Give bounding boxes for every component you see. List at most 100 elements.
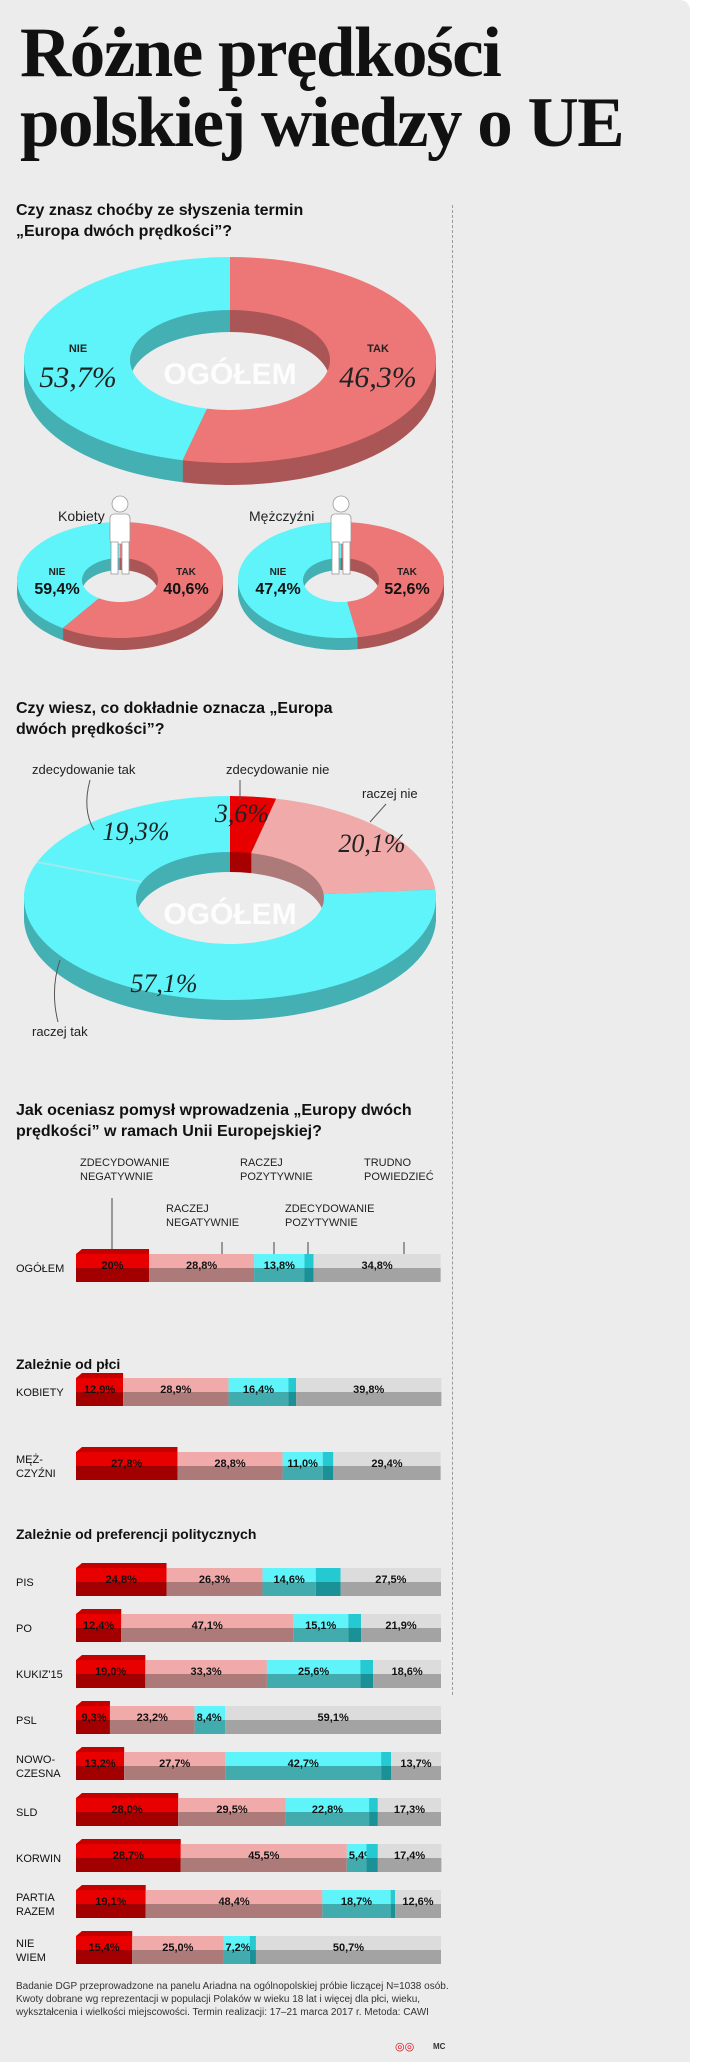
category-label: NOWO- CZESNA: [16, 1754, 61, 1780]
slice-value: 3,6%: [214, 799, 269, 828]
category-label-line: RAZEM: [16, 1906, 55, 1918]
bar-segment-shade: [293, 1628, 349, 1642]
bar-segment-shade: [124, 1766, 226, 1780]
category-label-line: NOWO-: [16, 1754, 55, 1766]
question-1: Czy znasz choćby ze słyszenia termin „Eu…: [16, 202, 304, 240]
bar-segment-shade: [377, 1812, 441, 1826]
slice-label: TAK: [397, 567, 418, 578]
page-title: Różne prędkości polskiej wiedzy o UE: [20, 14, 625, 162]
category-label-line: SLD: [16, 1807, 37, 1819]
bar-segment: [322, 1452, 334, 1466]
bar-segment-shade: [322, 1904, 391, 1918]
data-label: 8,4%: [197, 1712, 222, 1724]
slice-value: 52,6%: [384, 581, 429, 598]
callout-line: [54, 959, 61, 1023]
category-label-line: PO: [16, 1623, 32, 1635]
bar-segment: [366, 1844, 378, 1858]
column-header-line: ZDECYDOWANIE: [285, 1203, 374, 1215]
bar-segment: [177, 1452, 283, 1466]
donut-chart-kobiety: [16, 522, 224, 650]
bar-segment-shade: [132, 1950, 224, 1964]
column-header: ZDECYDOWANIE POZYTYWNIE: [285, 1203, 374, 1229]
bar-segment-shade: [361, 1628, 441, 1642]
category-label: SLD: [16, 1807, 37, 1819]
data-label: 50,7%: [333, 1942, 364, 1954]
bar-segment: [377, 1844, 442, 1858]
bar-segment-shade: [366, 1858, 378, 1872]
bar-segment-shade: [194, 1720, 226, 1734]
bar-segment-shade: [369, 1812, 378, 1826]
category-label: PSL: [16, 1715, 37, 1727]
donut-slice-2: [251, 798, 436, 895]
column-header-line: NEGATYWNIE: [80, 1171, 153, 1183]
bar-segment-shade: [249, 1950, 256, 1964]
category-label: OGÓŁEM: [16, 1262, 64, 1275]
author-credit: MC: [433, 2042, 446, 2051]
bar-segment-shade: [177, 1466, 283, 1480]
data-label: 28,7%: [113, 1850, 144, 1862]
bar-segment: [178, 1798, 286, 1812]
bar-segment: [76, 1798, 179, 1812]
bar-segment: [76, 1254, 149, 1268]
donut-slice-1: [341, 522, 444, 638]
bar-segment: [76, 1936, 133, 1950]
bar-segment-shade: [262, 1582, 316, 1596]
bar-segment-top: [76, 1701, 110, 1706]
data-label: 33,3%: [191, 1666, 222, 1678]
footnote: Badanie DGP przeprowadzone na panelu Ari…: [16, 1981, 449, 2018]
bar-segment: [373, 1660, 441, 1674]
bar-segment-shade: [377, 1858, 442, 1872]
callout-label: zdecydowanie tak: [32, 762, 136, 777]
bar-segment: [377, 1798, 441, 1812]
bar-segment: [223, 1936, 250, 1950]
data-label: 18,6%: [391, 1666, 422, 1678]
bar-segment-shade: [76, 1628, 122, 1642]
category-label-line: KORWIN: [16, 1853, 61, 1865]
data-label: 17,3%: [394, 1804, 425, 1816]
center-label: OGÓŁEM: [163, 357, 296, 391]
donut-slice-2: [237, 522, 358, 638]
bar-segment-shade: [225, 1720, 441, 1734]
bar-segment-top: [76, 1885, 146, 1890]
category-label-line: KUKIZ'15: [16, 1669, 63, 1681]
bar-segment: [76, 1890, 146, 1904]
person-head: [332, 495, 350, 513]
data-label: 59,1%: [318, 1712, 349, 1724]
column-header: TRUDNO POWIEDZIEĆ: [364, 1157, 434, 1183]
data-label: 13,8%: [264, 1260, 295, 1272]
slice-value: 46,3%: [339, 361, 417, 394]
donut-chart-knowledge: [23, 796, 437, 1020]
slice-label: NIE: [69, 343, 87, 355]
group-label: Mężczyźni: [249, 508, 314, 524]
bar-segment: [194, 1706, 226, 1720]
bar-segment: [76, 1452, 178, 1466]
bar-segment-shade: [123, 1392, 229, 1406]
data-label: 12,6%: [402, 1896, 433, 1908]
data-label: 12,9%: [84, 1384, 115, 1396]
bar-segment: [124, 1752, 226, 1766]
bar-segment-shade: [390, 1904, 396, 1918]
bar-segment-shade: [360, 1674, 374, 1688]
bar-segment-shade: [315, 1582, 341, 1596]
donut-slice-1: [230, 796, 277, 854]
column-header-line: NEGATYWNIE: [166, 1217, 239, 1229]
bar-segment: [255, 1936, 441, 1950]
bar-segment: [262, 1568, 316, 1582]
slice-label: TAK: [176, 567, 197, 578]
column-header-line: RACZEJ: [166, 1203, 209, 1215]
category-label-line: MĘŻ-: [16, 1453, 43, 1466]
bar-segment: [228, 1378, 289, 1392]
column-header-line: POZYTYWNIE: [285, 1217, 358, 1229]
dashed-divider: [452, 205, 453, 1695]
column-header: RACZEJ POZYTYWNIE: [240, 1157, 313, 1183]
data-label: 20%: [101, 1260, 123, 1272]
slice-value: 20,1%: [338, 829, 405, 858]
bar-segment: [225, 1706, 441, 1720]
bar-segment-top: [76, 1655, 146, 1660]
person-leg: [342, 541, 351, 575]
donut-slice-4: [37, 796, 231, 882]
data-label: 25,6%: [298, 1666, 329, 1678]
